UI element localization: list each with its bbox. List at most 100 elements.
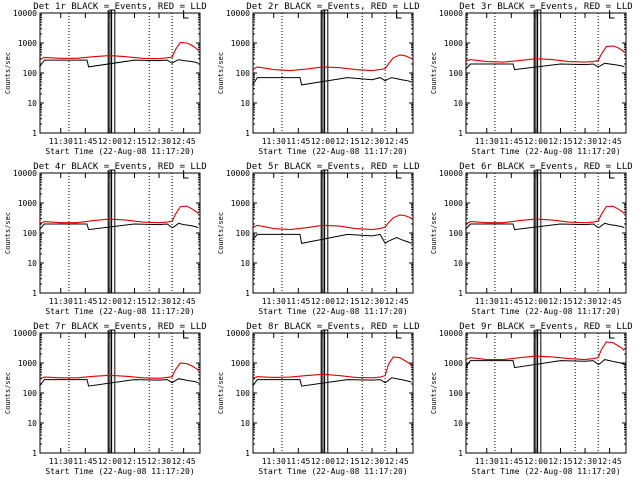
x-tick-label: 12:00 [311, 137, 335, 146]
interval-box [109, 169, 116, 294]
y-tick-label: 1000 [18, 39, 37, 48]
interval-box [322, 329, 329, 454]
x-tick-label: 12:00 [524, 137, 548, 146]
y-tick-label: 1000 [231, 199, 250, 208]
interval-box [322, 9, 329, 134]
x-tick-label: 12:30 [360, 137, 384, 146]
x-axis-label: Start Time (22-Aug-08 11:17:20) [258, 307, 407, 316]
series-line-black [39, 378, 199, 387]
x-tick-label: 11:30 [49, 297, 73, 306]
series-line-black [465, 62, 625, 71]
x-tick-label: 12:45 [172, 457, 196, 466]
x-tick-label: 11:45 [73, 137, 97, 146]
panel-det-9: Det 9r BLACK = Events, RED = LLD Counts/s… [430, 322, 633, 476]
x-tick-label: 12:30 [147, 297, 171, 306]
x-tick-label: 12:15 [548, 457, 572, 466]
plot-frame [39, 12, 201, 134]
panel-det-7: Det 7r BLACK = Events, RED = LLD Counts/s… [4, 322, 207, 476]
series-line-black [465, 359, 625, 369]
panel-title: Det 5r BLACK = Events, RED = LLD [246, 162, 419, 172]
x-tick-label: 12:45 [598, 137, 622, 146]
y-tick-label: 10 [27, 419, 37, 428]
y-tick-label: 1 [32, 449, 37, 458]
interval-box [322, 169, 329, 294]
y-tick-label: 100 [23, 389, 38, 398]
y-tick-label: 1 [458, 289, 463, 298]
panel-det-8: Det 8r BLACK = Events, RED = LLD Counts/s… [217, 322, 420, 476]
y-axis-label: Counts/sec [217, 372, 225, 414]
x-tick-label: 12:30 [573, 457, 597, 466]
x-tick-label: 12:00 [524, 297, 548, 306]
panel-title: Det 4r BLACK = Events, RED = LLD [33, 162, 206, 172]
y-tick-label: 100 [449, 69, 464, 78]
y-tick-label: 10 [240, 259, 250, 268]
panel-det-3: Det 3r BLACK = Events, RED = LLD Counts/s… [430, 2, 633, 156]
y-tick-label: 10 [453, 419, 463, 428]
y-tick-label: 1 [245, 129, 250, 138]
y-tick-label: 10000 [439, 9, 463, 18]
x-axis-label: Start Time (22-Aug-08 11:17:20) [45, 307, 194, 316]
y-tick-label: 10000 [226, 169, 250, 178]
y-axis-label: Counts/sec [430, 52, 438, 94]
series-line-red [252, 356, 412, 379]
y-tick-label: 1000 [231, 39, 250, 48]
panel-det-1: Det 1r BLACK = Events, RED = LLD Counts/s… [4, 2, 207, 156]
x-axis-label: Start Time (22-Aug-08 11:17:20) [471, 467, 620, 476]
panel-title: Det 1r BLACK = Events, RED = LLD [33, 2, 206, 12]
y-tick-label: 10000 [226, 9, 250, 18]
x-tick-label: 11:45 [499, 137, 523, 146]
y-tick-label: 1000 [18, 359, 37, 368]
x-tick-label: 11:45 [73, 457, 97, 466]
x-tick-label: 12:00 [98, 137, 122, 146]
plot-frame [465, 332, 627, 454]
x-tick-label: 12:45 [598, 297, 622, 306]
y-axis-label: Counts/sec [430, 372, 438, 414]
y-tick-label: 10000 [13, 329, 37, 338]
x-tick-label: 12:00 [98, 297, 122, 306]
x-tick-label: 11:30 [262, 457, 286, 466]
x-tick-label: 11:45 [499, 457, 523, 466]
y-tick-label: 10000 [439, 169, 463, 178]
y-tick-label: 10 [240, 99, 250, 108]
y-tick-label: 1000 [444, 359, 463, 368]
x-tick-label: 12:30 [573, 297, 597, 306]
series-line-black [39, 222, 199, 231]
y-tick-label: 100 [449, 229, 464, 238]
y-tick-label: 10000 [439, 329, 463, 338]
interval-box [535, 9, 542, 134]
panel-det-5: Det 5r BLACK = Events, RED = LLD Counts/s… [217, 162, 420, 316]
x-tick-label: 12:30 [573, 137, 597, 146]
x-tick-label: 12:00 [311, 297, 335, 306]
series-line-red [39, 362, 199, 380]
x-tick-label: 11:30 [262, 297, 286, 306]
series-line-black [465, 222, 625, 231]
y-tick-label: 10 [27, 259, 37, 268]
interval-box [109, 329, 116, 454]
panel-det-2: Det 2r BLACK = Events, RED = LLD Counts/s… [217, 2, 420, 156]
x-axis-label: Start Time (22-Aug-08 11:17:20) [45, 467, 194, 476]
x-tick-label: 12:15 [122, 297, 146, 306]
y-tick-label: 10 [27, 99, 37, 108]
y-tick-label: 1000 [18, 199, 37, 208]
y-tick-label: 10000 [226, 329, 250, 338]
y-axis-label: Counts/sec [217, 52, 225, 94]
panel-title: Det 6r BLACK = Events, RED = LLD [459, 162, 632, 172]
x-axis-label: Start Time (22-Aug-08 11:17:20) [45, 147, 194, 156]
series-line-red [465, 341, 625, 361]
series-line-red [465, 205, 625, 225]
interval-box [535, 169, 542, 294]
series-line-red [39, 205, 199, 225]
x-tick-label: 11:30 [262, 137, 286, 146]
x-tick-label: 12:45 [385, 137, 409, 146]
x-tick-label: 12:45 [172, 297, 196, 306]
x-tick-label: 12:45 [385, 457, 409, 466]
y-tick-label: 10 [453, 99, 463, 108]
y-tick-label: 100 [236, 229, 251, 238]
y-tick-label: 100 [449, 389, 464, 398]
y-tick-label: 1 [245, 449, 250, 458]
plot-frame [252, 332, 414, 454]
y-axis-label: Counts/sec [430, 212, 438, 254]
plot-frame [252, 172, 414, 294]
panel-title: Det 3r BLACK = Events, RED = LLD [459, 2, 632, 12]
